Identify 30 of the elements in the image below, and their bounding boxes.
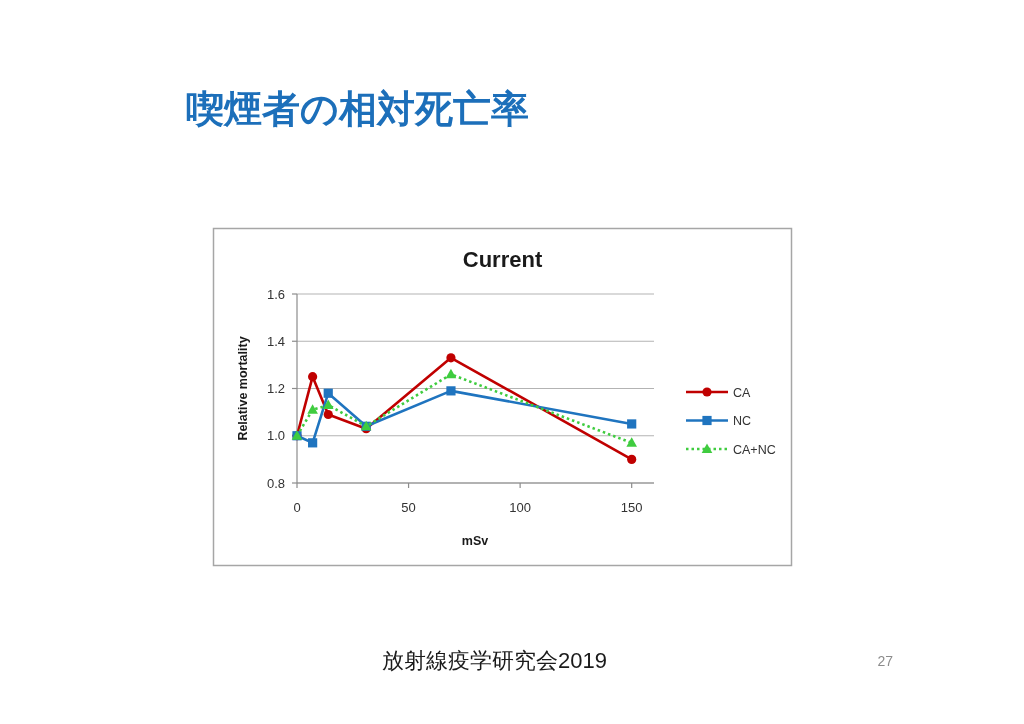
- title: 喫煙者の相対死亡率: [186, 88, 529, 130]
- point: [323, 388, 333, 398]
- point: [627, 419, 637, 429]
- annotation: 27: [877, 653, 893, 669]
- y-tick-label: 1.0: [266, 428, 285, 444]
- ylabel: Relative mortality: [236, 336, 250, 441]
- y-tick-label: 1.6: [266, 286, 285, 302]
- legend-label: NC: [733, 414, 752, 428]
- point: [307, 404, 318, 414]
- point: [308, 372, 318, 382]
- y-tick-label: 1.4: [266, 333, 285, 349]
- subtitle: Current: [462, 247, 543, 272]
- x-tick-label: 150: [620, 500, 643, 515]
- x-tick-label: 0: [293, 500, 301, 515]
- point: [322, 399, 334, 410]
- y-tick-label: 0.8: [266, 475, 285, 491]
- point: [308, 438, 318, 448]
- legend-label: CA: [733, 385, 752, 400]
- point: [445, 368, 457, 379]
- x-tick-label: 100: [509, 500, 531, 515]
- x-tick-label: 50: [401, 500, 416, 515]
- point: [627, 454, 637, 464]
- y-tick-label: 1.2: [266, 381, 285, 396]
- point: [446, 386, 456, 396]
- legend-label: CA+NC: [733, 442, 776, 457]
- point: [446, 353, 456, 363]
- xlabel: mSv: [461, 534, 489, 548]
- annotation: 放射線疫学研究会2019: [382, 648, 607, 673]
- point: [323, 409, 333, 420]
- point: [626, 437, 637, 447]
